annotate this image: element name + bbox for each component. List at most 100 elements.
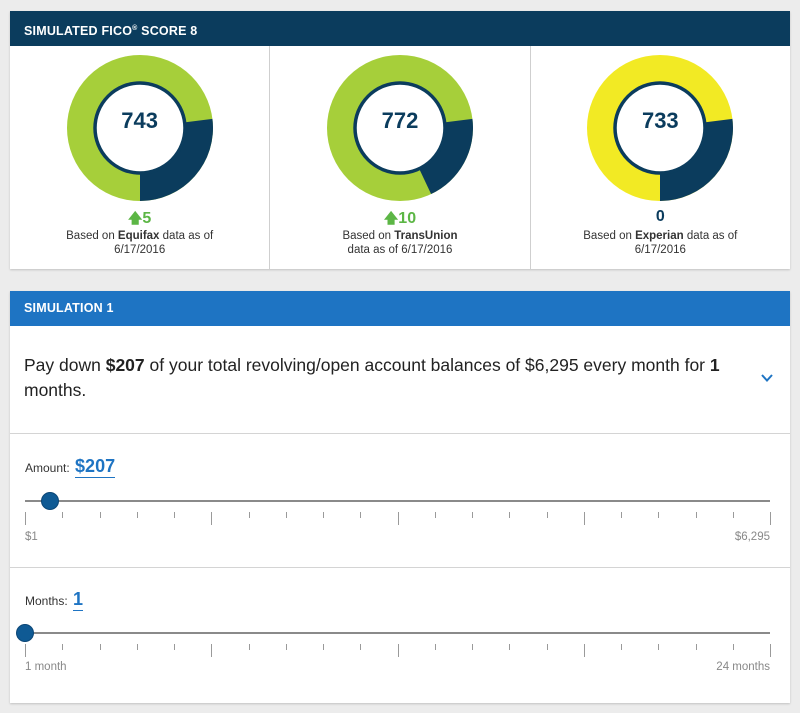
slider-tick (136, 644, 138, 650)
score-experian: 733 0 Based on Experian data as of 6/17/… (529, 46, 790, 269)
slider-tick (732, 512, 734, 518)
amount-slider-ticks (25, 512, 771, 526)
score-source: Based on Experian data as of 6/17/2016 (575, 229, 745, 257)
slider-tick (62, 512, 64, 518)
months-slider-track[interactable] (25, 632, 770, 634)
slider-tick (621, 644, 622, 650)
slider-tick (732, 644, 734, 650)
score-change: 🡅10 (270, 208, 529, 232)
slider-tick (248, 644, 250, 650)
arrow-up-icon: 🡅 (128, 210, 143, 226)
slider-tick (509, 512, 511, 518)
score-change-value: 10 (398, 210, 417, 227)
bureau-name: Equifax (117, 230, 160, 242)
amount-slider-thumb[interactable] (40, 492, 59, 510)
score-change: 🡅5 (10, 208, 269, 232)
arrow-up-icon: 🡅 (383, 210, 399, 226)
divider (10, 433, 790, 434)
months-min-label: 1 month (25, 661, 67, 673)
source-suffix: data as of 6/17/2016 (347, 244, 453, 256)
slider-tick (136, 512, 138, 518)
slider-tick (583, 644, 585, 657)
simulation-card: SIMULATION 1 Pay down $207 of your total… (10, 291, 790, 703)
score-source: Based on Equifax data as of 6/17/2016 (55, 229, 225, 257)
slider-tick (583, 512, 585, 525)
score-change-value: 0 (655, 208, 665, 225)
slider-tick (770, 644, 771, 657)
months-value[interactable]: 1 (73, 589, 84, 611)
score-change-value: 5 (142, 210, 152, 227)
months-max-label: 24 months (716, 661, 770, 673)
divider (10, 567, 790, 568)
slider-tick (174, 644, 175, 650)
slider-tick (360, 512, 362, 518)
source-suffix: data as of 6/17/2016 (114, 230, 214, 256)
slider-tick (25, 512, 26, 525)
source-prefix: Based on (583, 230, 636, 242)
chevron-down-icon[interactable] (760, 371, 774, 385)
amount-label-text: Amount: (25, 461, 70, 475)
months-slider-ticks (25, 644, 771, 658)
scores-card-title: SIMULATED FICO (24, 24, 133, 39)
slider-tick (285, 512, 287, 518)
slider-tick (695, 512, 697, 518)
scores-card-header: SIMULATED FICO® SCORE 8 (10, 11, 790, 46)
score-center (353, 81, 447, 175)
simulation-header: SIMULATION 1 (10, 291, 790, 326)
scores-card-title-suffix: SCORE 8 (137, 24, 198, 39)
score-source: Based on TransUnion data as of 6/17/2016 (315, 229, 485, 257)
simulation-description: Pay down $207 of your total revolving/op… (24, 353, 749, 403)
score-transunion: 772 🡅10 Based on TransUnion data as of 6… (269, 46, 529, 269)
amount-value[interactable]: $207 (75, 456, 116, 478)
months-label-text: Months: (25, 594, 68, 608)
score-donut-chart (326, 55, 473, 201)
slider-tick (174, 512, 175, 518)
score-center (92, 81, 187, 175)
slider-tick (509, 644, 511, 650)
score-value: 772 (381, 108, 419, 133)
bureau-name: Experian (635, 230, 684, 242)
source-suffix: data as of 6/17/2016 (634, 230, 738, 256)
desc-text: Pay down (24, 355, 106, 375)
slider-tick (248, 512, 250, 518)
slider-tick (397, 644, 399, 657)
desc-text: of your total revolving/open account bal… (144, 355, 710, 375)
score-center (613, 81, 708, 175)
desc-months: 1 (709, 355, 720, 375)
slider-tick (695, 644, 697, 650)
source-prefix: Based on (66, 230, 118, 242)
amount-max-label: $6,295 (734, 531, 770, 543)
slider-tick (546, 644, 548, 650)
slider-tick (658, 512, 660, 518)
slider-tick (434, 644, 436, 650)
slider-tick (770, 512, 771, 525)
slider-tick (99, 512, 101, 518)
amount-min-label: $1 (25, 531, 38, 543)
slider-tick (323, 512, 324, 518)
score-donut-chart (66, 55, 213, 201)
slider-tick (658, 644, 660, 650)
score-equifax: 743 🡅5 Based on Equifax data as of 6/17/… (10, 46, 269, 269)
scores-row: 743 🡅5 Based on Equifax data as of 6/17/… (10, 46, 790, 269)
simulated-fico-card: SIMULATED FICO® SCORE 8 743 🡅5 Based on … (10, 11, 790, 269)
slider-tick (621, 512, 622, 518)
slider-tick (397, 512, 399, 525)
slider-tick (211, 644, 213, 657)
slider-tick (285, 644, 287, 650)
score-donut-chart (587, 55, 734, 201)
months-slider-thumb[interactable] (16, 624, 34, 642)
desc-amount: $207 (105, 355, 145, 375)
slider-tick (323, 644, 324, 650)
slider-tick (25, 644, 26, 657)
slider-tick (546, 512, 548, 518)
score-change: 0 (531, 208, 790, 226)
amount-slider-track[interactable] (25, 500, 770, 502)
desc-text: months. (24, 380, 87, 400)
score-value: 733 (641, 108, 679, 133)
months-label: Months: 1 (25, 589, 84, 611)
slider-tick (99, 644, 101, 650)
slider-tick (472, 644, 473, 650)
amount-label: Amount: $207 (25, 456, 116, 478)
slider-tick (472, 512, 473, 518)
source-prefix: Based on (342, 230, 395, 242)
